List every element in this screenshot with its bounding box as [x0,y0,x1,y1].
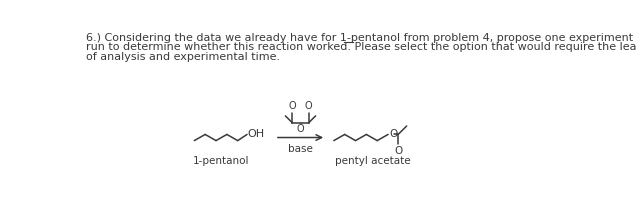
Text: O: O [304,101,312,111]
Text: pentyl acetate: pentyl acetate [335,156,410,166]
Text: 6.) Considering the data we already have for 1-pentanol from problem 4, propose : 6.) Considering the data we already have… [86,33,637,43]
Text: O: O [297,124,304,134]
Text: OH: OH [248,129,265,139]
Text: base: base [288,145,313,155]
Text: 1-pentanol: 1-pentanol [193,156,250,166]
Text: O: O [394,146,403,156]
Text: O: O [390,129,398,139]
Text: run to determine whether this reaction worked. Please select the option that wou: run to determine whether this reaction w… [86,42,637,52]
Text: O: O [289,101,296,111]
Text: of analysis and experimental time.: of analysis and experimental time. [86,52,280,62]
